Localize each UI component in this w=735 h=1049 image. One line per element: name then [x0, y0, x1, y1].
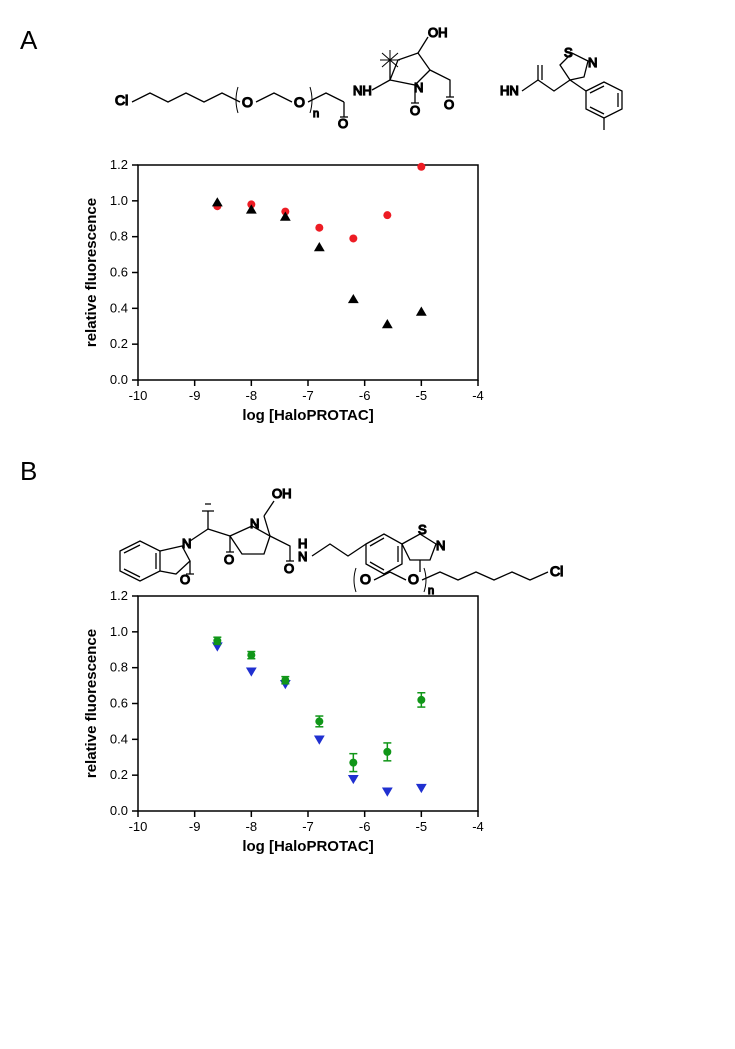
- svg-text:-5: -5: [416, 819, 428, 834]
- svg-text:S: S: [418, 522, 427, 537]
- svg-text:log [HaloPROTAC]: log [HaloPROTAC]: [242, 838, 373, 855]
- panel-b-structure: O N O N OH O H N: [90, 456, 630, 576]
- svg-text:Cl: Cl: [550, 563, 563, 579]
- svg-text:-9: -9: [189, 388, 201, 403]
- svg-text:-4: -4: [472, 388, 484, 403]
- svg-text:0.8: 0.8: [110, 660, 128, 675]
- svg-text:1.2: 1.2: [110, 157, 128, 172]
- svg-text:O: O: [408, 571, 419, 587]
- svg-text:N: N: [250, 516, 259, 531]
- panel-a-label: A: [20, 25, 37, 56]
- svg-text:O: O: [294, 94, 305, 110]
- svg-text:relative fluorescence: relative fluorescence: [83, 198, 100, 347]
- svg-text:0.4: 0.4: [110, 731, 128, 746]
- svg-text:1.0: 1.0: [110, 624, 128, 639]
- svg-text:N: N: [182, 536, 191, 551]
- svg-text:n: n: [313, 108, 319, 120]
- svg-text:-10: -10: [129, 388, 148, 403]
- svg-text:-5: -5: [416, 388, 428, 403]
- svg-text:-8: -8: [246, 819, 258, 834]
- svg-text:O: O: [284, 561, 294, 576]
- svg-text:O: O: [410, 103, 420, 118]
- svg-text:log [HaloPROTAC]: log [HaloPROTAC]: [242, 407, 373, 424]
- svg-text:-8: -8: [246, 388, 258, 403]
- svg-text:-6: -6: [359, 819, 371, 834]
- panel-a-structure: Cl O O n O NH N: [110, 25, 650, 145]
- svg-text:-6: -6: [359, 388, 371, 403]
- panel-b-chart: -10 -9 -8 -7 -6 -5 -4 0.0 0.2 0.4 0.6 0.8 1.0 1.2 log …: [80, 586, 715, 857]
- svg-text:O: O: [242, 94, 253, 110]
- svg-text:HN: HN: [500, 83, 519, 98]
- svg-text:0.6: 0.6: [110, 265, 128, 280]
- svg-text:O: O: [338, 116, 348, 131]
- svg-text:-4: -4: [472, 819, 484, 834]
- svg-text:NH: NH: [353, 83, 372, 98]
- svg-text:1.0: 1.0: [110, 193, 128, 208]
- svg-text:0.6: 0.6: [110, 696, 128, 711]
- svg-text:-7: -7: [302, 388, 314, 403]
- svg-text:1.2: 1.2: [110, 588, 128, 603]
- svg-text:N: N: [588, 55, 597, 70]
- svg-text:N: N: [436, 538, 445, 553]
- svg-text:OH: OH: [272, 486, 292, 501]
- svg-text:0.4: 0.4: [110, 300, 128, 315]
- svg-text:-7: -7: [302, 819, 314, 834]
- svg-text:0.0: 0.0: [110, 803, 128, 818]
- svg-text:0.2: 0.2: [110, 336, 128, 351]
- svg-text:O: O: [444, 97, 454, 112]
- svg-text:relative fluorescence: relative fluorescence: [83, 629, 100, 778]
- svg-text:OH: OH: [428, 25, 448, 40]
- svg-text:S: S: [564, 45, 573, 60]
- panel-b-label: B: [20, 456, 37, 487]
- svg-text:-9: -9: [189, 819, 201, 834]
- svg-text:-10: -10: [129, 819, 148, 834]
- svg-text:O: O: [224, 552, 234, 567]
- svg-text:O: O: [360, 571, 371, 587]
- panel-b: B O N O N: [20, 456, 715, 857]
- panel-a: A Cl O O n O NH: [20, 25, 715, 426]
- panel-a-chart: -10 -9 -8 -7 -6 -5 -4 0.0 0.2 0.4 0.6 0.8 1.0 1.2 log …: [80, 155, 715, 426]
- svg-text:0.2: 0.2: [110, 767, 128, 782]
- svg-text:0.8: 0.8: [110, 229, 128, 244]
- svg-text:Cl: Cl: [115, 92, 128, 108]
- panel-b-chart-svg: -10 -9 -8 -7 -6 -5 -4 0.0 0.2 0.4 0.6 0.8 1.0 1.2 log …: [80, 586, 488, 857]
- svg-text:0.0: 0.0: [110, 372, 128, 387]
- svg-text:N: N: [298, 549, 307, 564]
- panel-a-chart-svg: -10 -9 -8 -7 -6 -5 -4 0.0 0.2 0.4 0.6 0.8 1.0 1.2 log …: [80, 155, 488, 426]
